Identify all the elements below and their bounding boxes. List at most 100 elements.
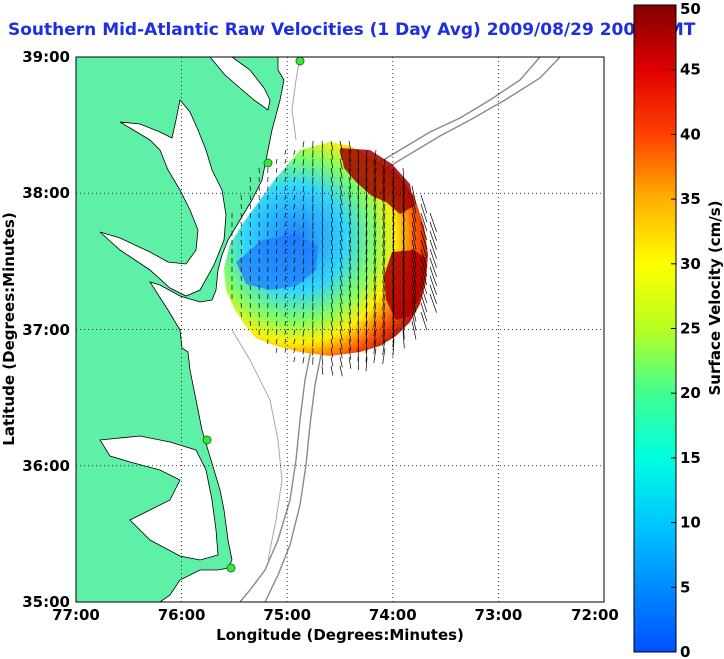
current-vector — [240, 212, 242, 218]
current-vector — [348, 140, 352, 153]
current-vector — [275, 257, 278, 263]
current-vector — [348, 221, 352, 234]
x-tick-label: 75:00 — [263, 606, 311, 624]
current-vector — [420, 230, 428, 250]
current-vector — [249, 266, 251, 272]
grid — [76, 57, 604, 602]
current-vector — [402, 230, 405, 250]
current-vector — [284, 176, 287, 182]
current-vector — [275, 284, 278, 290]
current-vector — [365, 212, 368, 228]
current-vector — [321, 266, 324, 276]
current-vector — [373, 338, 377, 354]
current-vector — [402, 167, 405, 187]
current-vector — [293, 158, 296, 165]
current-vector — [339, 257, 343, 269]
current-vector — [330, 140, 334, 151]
current-vector — [392, 176, 395, 195]
current-vector — [284, 293, 287, 299]
current-vector — [392, 203, 395, 222]
current-vector — [302, 320, 305, 328]
current-vector — [373, 230, 377, 246]
current-vector — [357, 356, 359, 371]
current-vector — [357, 248, 359, 263]
current-vector — [402, 320, 405, 340]
current-vector — [330, 266, 334, 277]
current-vector — [411, 248, 417, 268]
current-vector — [373, 347, 377, 363]
current-vector — [365, 320, 368, 336]
current-vector — [348, 248, 352, 261]
current-vector — [275, 338, 278, 344]
current-vector — [293, 221, 296, 228]
current-vector — [302, 329, 305, 337]
colorbar-tick-label: 25 — [680, 320, 701, 338]
current-vector — [365, 257, 368, 273]
current-vector — [429, 248, 437, 268]
current-vector — [330, 221, 334, 232]
current-vector — [411, 185, 417, 205]
current-vector — [330, 257, 334, 268]
current-vector — [240, 266, 242, 272]
current-vector — [420, 248, 428, 268]
current-vector — [373, 302, 377, 318]
current-vector — [330, 212, 334, 223]
current-vector — [249, 239, 251, 245]
current-vector — [339, 212, 343, 224]
plot-frame — [75, 56, 605, 603]
colorbar-tick-label: 35 — [680, 190, 701, 208]
current-vector — [392, 257, 395, 276]
current-vector — [284, 338, 287, 344]
current-vector — [321, 284, 324, 294]
current-vector — [420, 221, 428, 241]
current-vector — [373, 266, 377, 282]
current-vector — [284, 185, 287, 191]
current-vector — [357, 266, 359, 281]
current-vector — [357, 329, 359, 344]
current-vector — [348, 347, 352, 360]
current-vector — [284, 230, 287, 236]
current-vector — [284, 149, 287, 155]
current-vector — [365, 356, 368, 372]
x-tick-label: 72:00 — [571, 606, 619, 624]
current-vector — [330, 338, 334, 349]
current-vector — [357, 239, 359, 254]
current-vector — [382, 275, 386, 293]
current-vector — [373, 149, 377, 165]
current-vector — [330, 149, 334, 160]
current-vector — [357, 347, 359, 362]
current-vector — [302, 284, 305, 292]
current-vector — [373, 284, 377, 300]
x-axis-label: Longitude (Degrees:Minutes) — [216, 626, 464, 644]
current-vector — [402, 212, 405, 232]
current-vector — [357, 230, 359, 245]
current-vector — [302, 176, 305, 184]
current-vector — [330, 293, 334, 304]
current-vector — [357, 338, 359, 353]
colorbar-tick-label: 50 — [680, 0, 701, 18]
current-vector — [284, 266, 287, 272]
current-vector — [339, 365, 343, 377]
current-vector — [420, 194, 428, 214]
current-vector — [365, 302, 368, 318]
current-vector — [373, 320, 377, 336]
current-vector — [348, 158, 352, 171]
current-vector — [302, 167, 305, 175]
current-vector — [293, 329, 296, 336]
current-vector — [392, 239, 395, 258]
current-vector — [411, 203, 417, 223]
current-vector — [392, 329, 395, 348]
current-vector — [429, 275, 437, 295]
current-vector — [284, 257, 287, 263]
velocity-slow-zone — [236, 234, 318, 290]
current-vector — [249, 284, 251, 290]
current-vector — [339, 311, 343, 323]
current-vector — [365, 248, 368, 264]
current-vector — [348, 212, 352, 225]
current-vector — [249, 275, 251, 281]
current-vector — [302, 275, 305, 283]
current-vector — [348, 320, 352, 333]
current-vector — [339, 293, 343, 305]
current-vector — [348, 356, 352, 369]
